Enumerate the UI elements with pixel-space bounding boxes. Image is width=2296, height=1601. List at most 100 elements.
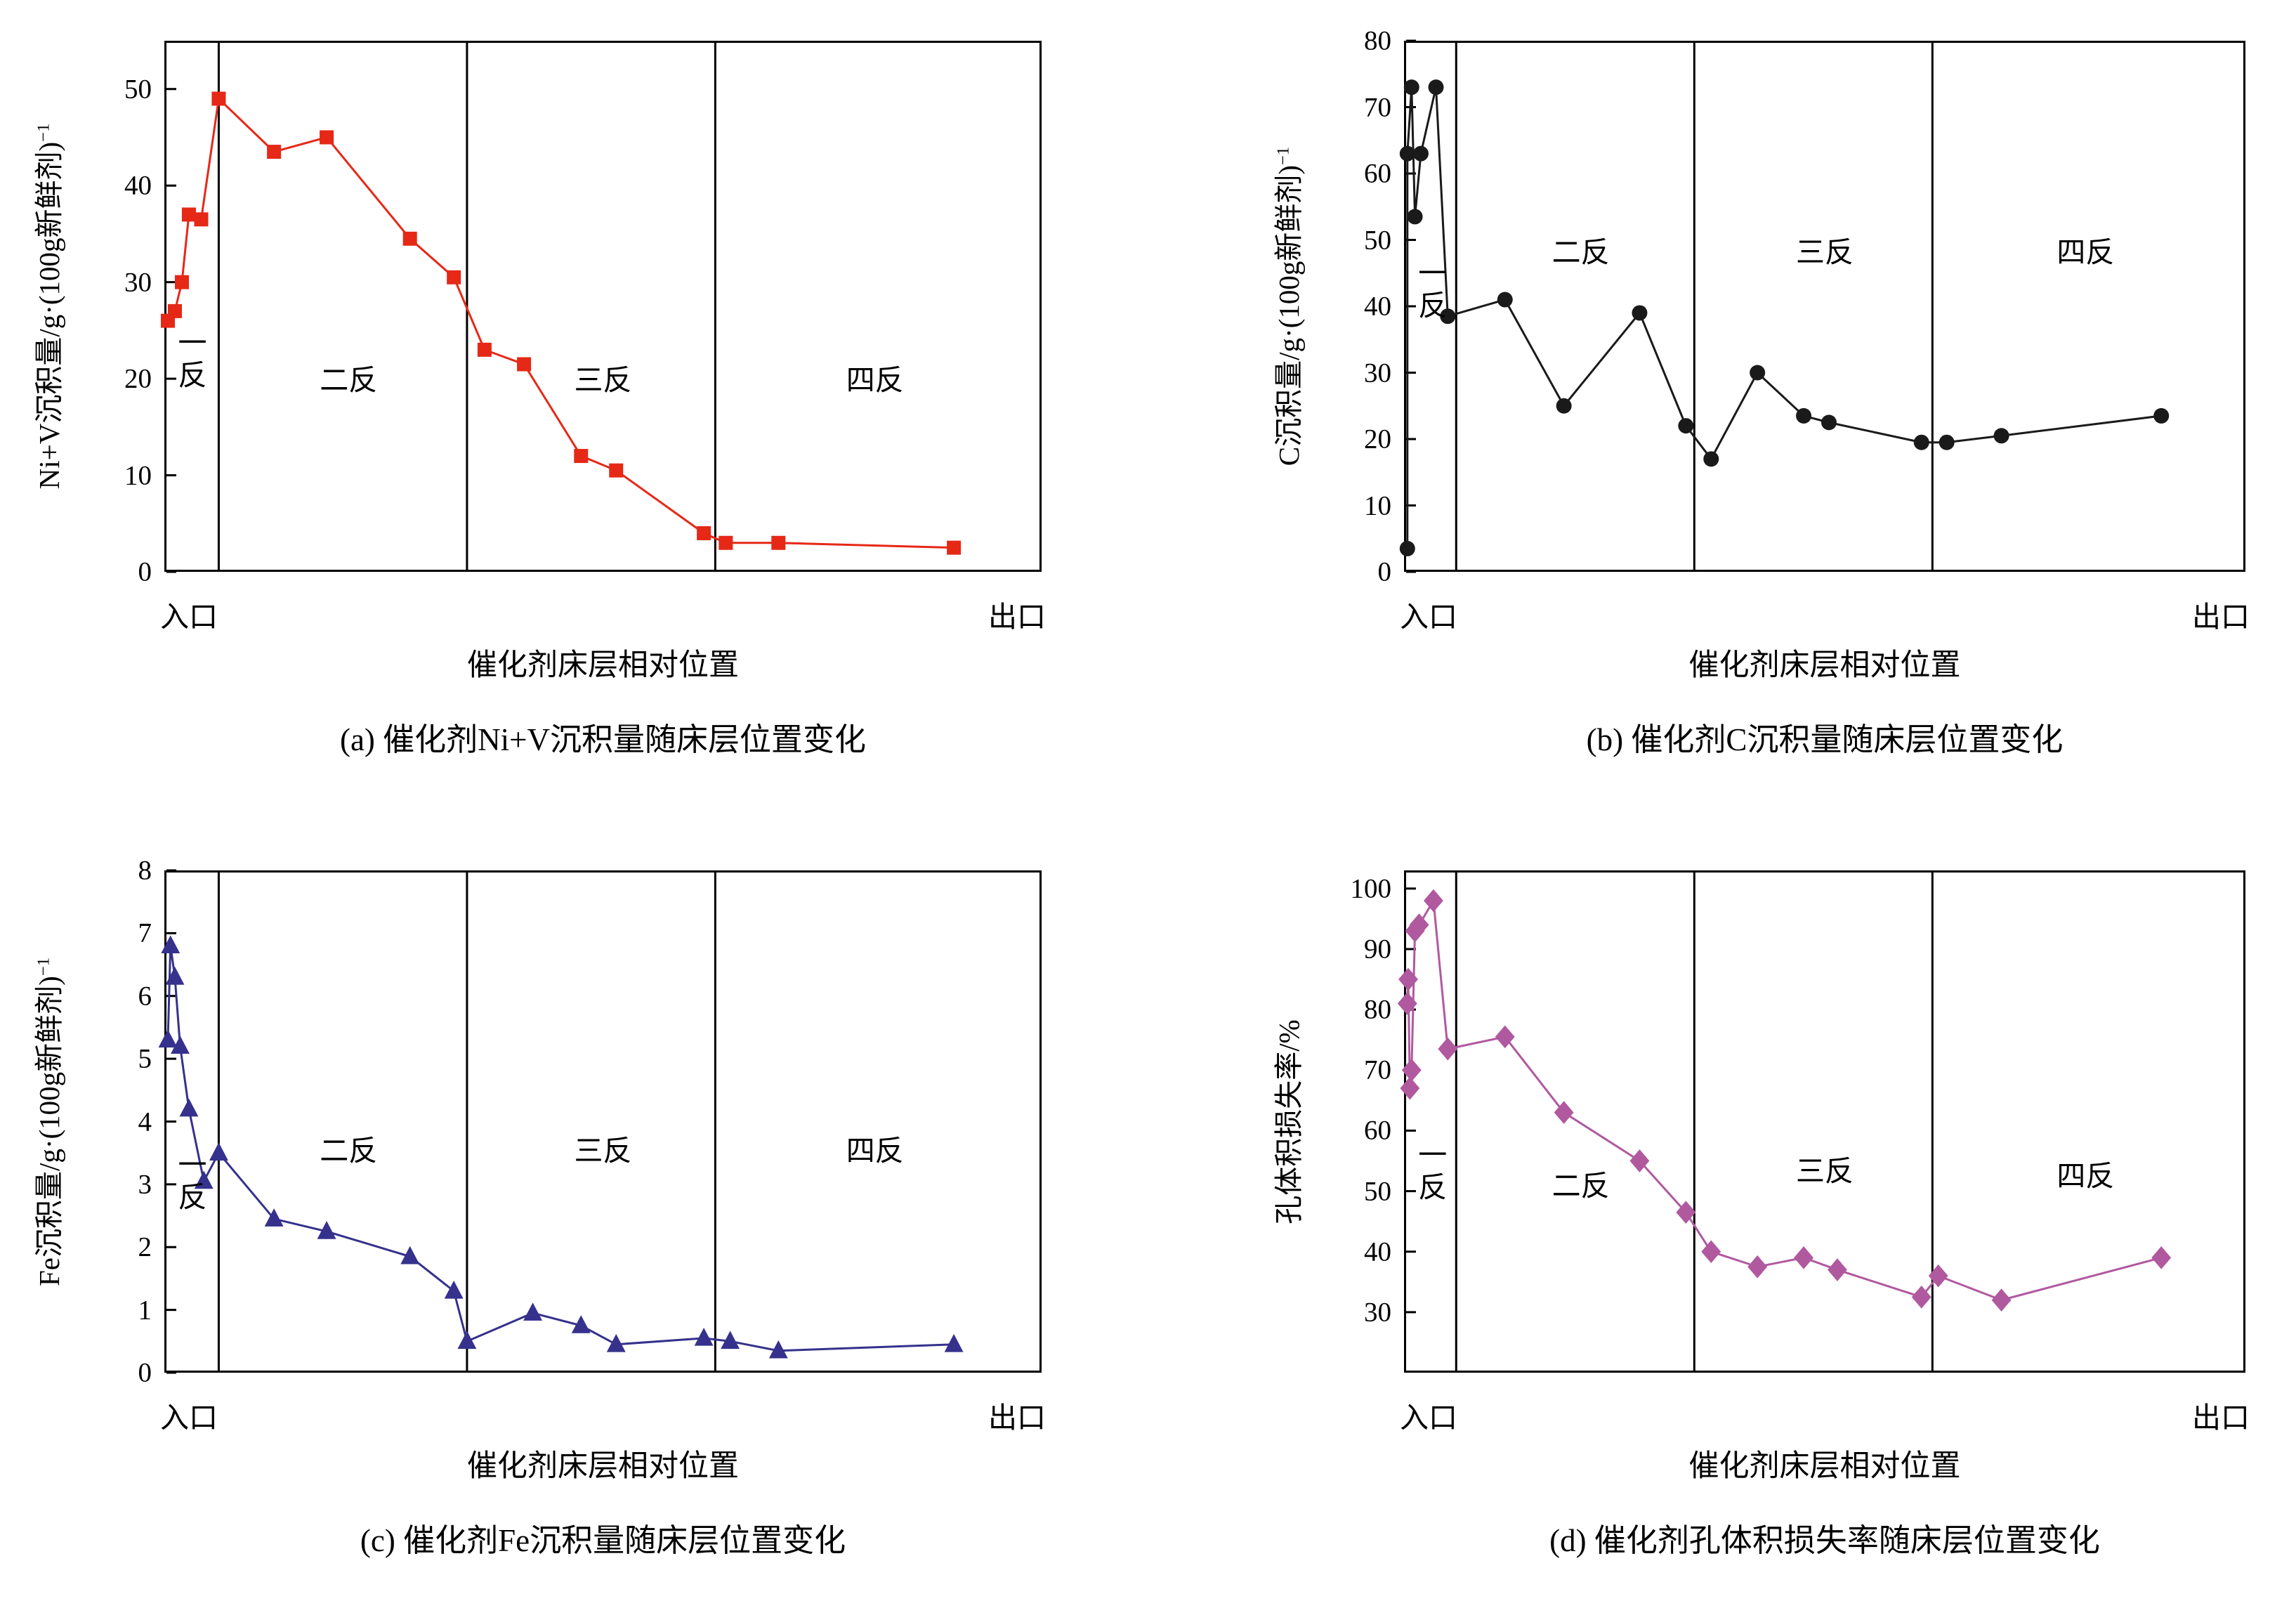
y-tick-label: 80 [1364,994,1391,1025]
data-point-marker [320,130,334,145]
data-point-marker [1440,308,1456,325]
data-point-marker [167,303,182,318]
data-point-marker [944,1333,964,1352]
data-point-marker [1828,1258,1847,1281]
chart-canvas [1399,39,2245,573]
y-tick-label: 10 [124,460,152,491]
x-axis-inlet-label: 入口 [1400,1401,1457,1434]
y-tick-label: 40 [124,170,152,201]
plot-area: 一 反二反 三反 四反 [160,41,1042,573]
data-point-marker [606,1333,626,1352]
data-point-marker [1821,414,1837,431]
reactor-region-label: 三反 [1796,236,1854,269]
chart-caption: (b) 催化剂C沉积量随床层位置变化 [1586,722,2064,757]
data-point-marker [1913,434,1929,450]
data-series-line [166,96,955,549]
data-point-marker [771,535,786,550]
data-point-marker [1703,451,1719,467]
chart-caption: (d) 催化剂孔体积损失率随床层位置变化 [1549,1523,2100,1558]
x-axis-title: 催化剂床层相对位置 [467,1450,739,1483]
y-tick-label: 50 [124,74,152,105]
plot-area: 一 反二反 三反 四反 [158,869,1042,1374]
data-series-line [1406,86,2162,549]
y-tick-label: 0 [138,1357,152,1388]
data-point-marker [1497,292,1513,308]
reactor-region-label: 一 反 [1418,1139,1448,1203]
reactor-region-label: 二反 [1552,236,1610,269]
data-point-marker [1632,305,1648,321]
data-point-marker [1701,1240,1721,1264]
y-axis-title-superscript: −1 [34,957,53,976]
data-point-marker [1993,428,2009,444]
data-point-marker [517,357,532,372]
y-tick-label: 30 [1364,358,1391,388]
y-tick-label: 30 [1364,1297,1391,1328]
data-point-marker [719,535,733,550]
y-tick-label: 0 [138,556,152,587]
x-axis-inlet-label: 入口 [160,601,218,633]
data-point-marker [1438,1037,1458,1061]
plot-area: 一 反二反 三反 四反 [1399,39,2245,573]
data-point-marker [574,449,589,464]
data-point-marker [171,1035,190,1054]
data-point-marker [1399,540,1415,556]
x-axis-title: 催化剂床层相对位置 [1688,1450,1961,1483]
data-point-marker [181,207,196,222]
chart-d-pore-volume-loss: 孔体积损失率/% 一 反二反 三反 四反 入口 出口 催化剂床层相对位置 (d) 催… [1148,800,2296,1601]
reactor-region-label: 四反 [2056,1160,2115,1193]
data-point-marker [1424,889,1443,913]
x-axis-outlet-label: 出口 [988,1401,1046,1434]
x-axis-inlet-label: 入口 [160,1401,218,1434]
y-tick-label: 8 [138,855,152,886]
reactor-region-label: 四反 [846,1135,904,1168]
data-point-marker [1928,1264,1948,1288]
axes-frame [1404,870,2245,1373]
axes-frame [164,870,1042,1373]
data-point-marker [768,1340,788,1359]
x-axis-inlet-label: 入口 [1400,601,1457,633]
data-point-marker [457,1331,477,1350]
data-series-line [166,946,955,1352]
data-point-marker [1399,145,1415,162]
data-point-marker [1747,1255,1768,1279]
y-tick-label: 5 [138,1043,152,1074]
data-point-marker [1554,1101,1574,1124]
axes-frame [164,41,1042,572]
data-point-marker [264,1208,284,1227]
reactor-region-label: 二反 [1552,1170,1610,1203]
data-point-marker [174,275,189,289]
y-tick-label: 0 [1377,556,1392,587]
reactor-region-label: 三反 [574,1135,632,1168]
data-point-marker [1403,79,1419,96]
chart-canvas [160,41,1042,573]
y-tick-label: 60 [1364,1115,1391,1146]
y-tick-label: 80 [1364,25,1391,56]
y-tick-label: 50 [1364,225,1391,255]
chart-c-fe-deposition: Fe沉积量/g·(100g新鲜剂)−1 一 反二反 三反 四反 入口 出口 催化剂床… [0,800,1148,1601]
chart-caption: (a) 催化剂Ni+V沉积量随床层位置变化 [339,722,867,757]
reactor-region-label: 二反 [320,1135,378,1168]
chart-canvas [158,869,1042,1374]
y-tick-label: 100 [1350,873,1392,904]
chart-caption: (c) 催化剂Fe沉积量随床层位置变化 [360,1523,846,1558]
data-point-marker [523,1302,543,1321]
data-point-marker [947,540,962,555]
data-point-marker [1750,365,1766,381]
data-series-line [1406,897,2162,1302]
data-point-marker [1629,1149,1650,1172]
data-point-marker [721,1331,740,1350]
data-point-marker [1796,407,1812,424]
data-point-marker [158,1029,178,1048]
data-point-marker [447,270,461,285]
data-point-marker [179,1098,199,1117]
data-point-marker [1409,913,1429,936]
data-point-marker [1678,418,1694,434]
data-point-marker [161,935,181,954]
data-point-marker [402,231,417,246]
data-point-marker [1428,79,1444,96]
y-tick-label: 40 [1364,291,1391,322]
data-point-marker [1398,967,1418,991]
data-point-marker [1991,1288,2012,1312]
y-tick-label: 90 [1364,934,1391,965]
